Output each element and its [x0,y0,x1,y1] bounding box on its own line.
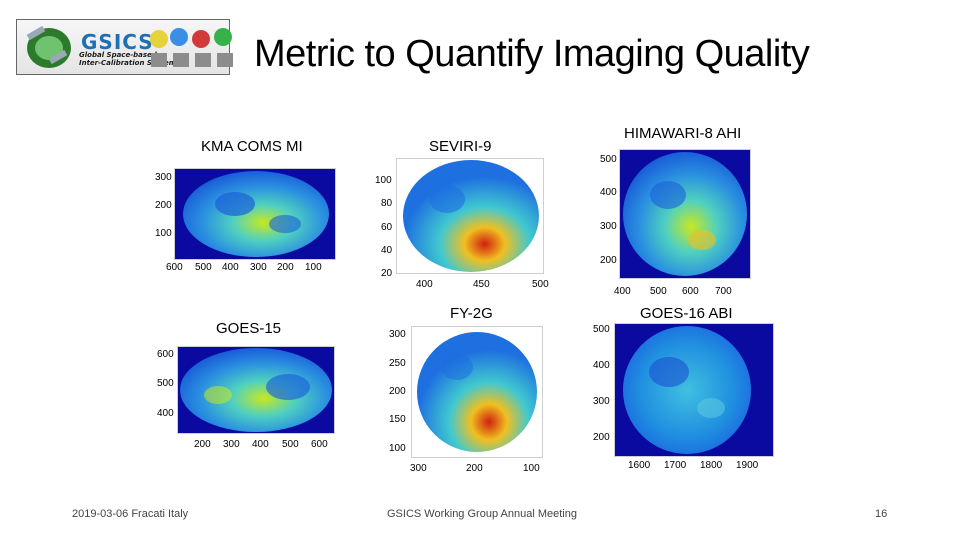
footer-date-location: 2019-03-06 Fracati Italy [72,508,189,520]
moon-image-himawari-8-ahi [619,149,751,279]
ytick: 600 [157,349,174,360]
xtick: 200 [466,463,483,474]
ytick: 200 [155,200,172,211]
ytick: 100 [375,175,392,186]
xtick: 1900 [736,460,759,471]
ytick: 500 [157,378,174,389]
ytick: 200 [600,255,617,266]
ytick: 100 [389,443,406,454]
xtick: 100 [523,463,540,474]
xtick: 1600 [628,460,651,471]
xtick: 600 [311,439,328,450]
xtick: 200 [277,262,294,273]
satellite-icon [26,25,71,68]
moon-image-seviri-9 [396,158,544,274]
moon-image-fy-2g [411,326,543,458]
ytick: 500 [593,324,610,335]
member-agencies-icons [150,28,233,67]
ytick: 200 [593,432,610,443]
xtick: 450 [473,279,490,290]
panel-label-goes-15: GOES-15 [216,320,282,337]
footer-page-number: 16 [875,508,888,520]
ytick: 500 [600,154,617,165]
logo-text: GSICS [81,30,154,54]
xtick: 300 [223,439,240,450]
xtick: 400 [222,262,239,273]
ytick: 400 [593,360,610,371]
ytick: 40 [381,245,393,256]
xtick: 600 [166,262,183,273]
panel-label-goes-16-abi: GOES-16 ABI [640,305,733,322]
page-title: Metric to Quantify Imaging Quality [254,33,810,75]
xtick: 500 [195,262,212,273]
ytick: 300 [389,329,406,340]
moon-image-goes-15 [177,346,335,434]
panel-label-himawari-8-ahi: HIMAWARI-8 AHI [624,125,742,142]
xtick: 300 [250,262,267,273]
ytick: 150 [389,414,406,425]
ytick: 300 [593,396,610,407]
ytick: 80 [381,198,393,209]
xtick: 100 [305,262,322,273]
xtick: 300 [410,463,427,474]
ytick: 300 [155,172,172,183]
xtick: 1700 [664,460,687,471]
moon-image-kma-coms-mi [174,168,336,260]
xtick: 1800 [700,460,723,471]
ytick: 400 [600,187,617,198]
xtick: 400 [252,439,269,450]
xtick: 600 [682,286,699,297]
panel-label-seviri-9: SEVIRI-9 [429,138,492,155]
ytick: 20 [381,268,393,279]
xtick: 700 [715,286,732,297]
xtick: 400 [614,286,631,297]
ytick: 60 [381,222,393,233]
ytick: 200 [389,386,406,397]
ytick: 400 [157,408,174,419]
logo-subtitle-line2: Inter-Calibration System [79,59,177,67]
xtick: 500 [532,279,549,290]
xtick: 400 [416,279,433,290]
footer-meeting: GSICS Working Group Annual Meeting [387,508,577,520]
panel-label-kma-coms-mi: KMA COMS MI [201,138,303,155]
xtick: 500 [282,439,299,450]
gsics-logo: GSICS Global Space-based Inter-Calibrati… [16,19,233,75]
ytick: 100 [155,228,172,239]
xtick: 200 [194,439,211,450]
xtick: 500 [650,286,667,297]
panel-label-fy-2g: FY-2G [450,305,493,322]
moon-image-goes-16-abi [614,323,774,457]
logo-subtitle-line1: Global Space-based [79,51,157,59]
ytick: 250 [389,358,406,369]
ytick: 300 [600,221,617,232]
